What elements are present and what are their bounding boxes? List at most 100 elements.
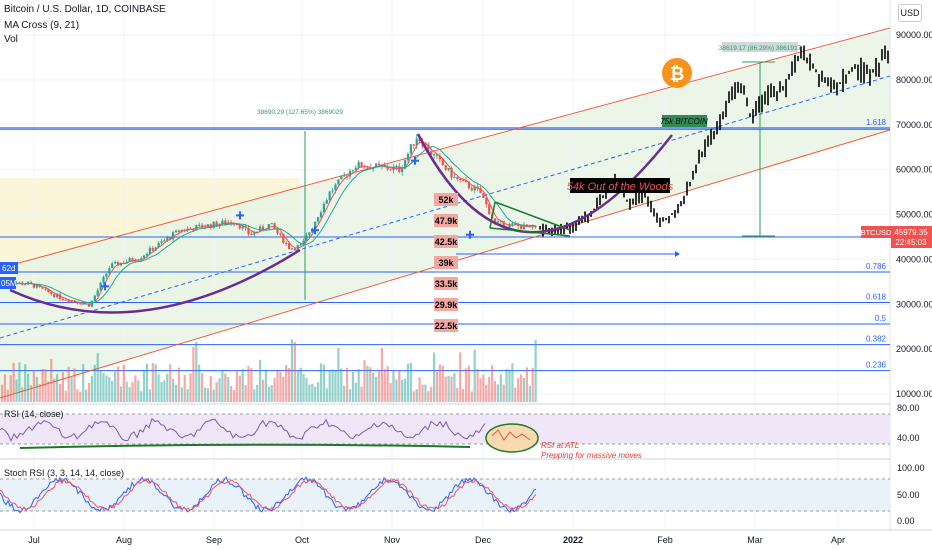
volume-bar xyxy=(203,387,207,402)
volume-bar xyxy=(517,378,520,402)
candle-body xyxy=(325,200,328,204)
volume-bar xyxy=(279,372,282,402)
candle-body xyxy=(479,188,482,194)
candle-body xyxy=(285,243,288,245)
left-label-a: 62d xyxy=(2,264,15,273)
candle-body xyxy=(18,282,21,284)
volume-bar xyxy=(520,374,523,402)
candle-body xyxy=(322,203,325,213)
candle-body xyxy=(44,288,47,290)
rsi-line xyxy=(0,417,486,443)
left-label-b-bg xyxy=(0,277,16,289)
candle-body xyxy=(473,186,476,191)
candle-body xyxy=(317,217,320,222)
volume-bar xyxy=(375,376,378,402)
candle-body xyxy=(302,240,305,245)
support-label-bg xyxy=(434,214,458,227)
candle-body xyxy=(444,165,447,170)
volume-bar xyxy=(201,373,204,402)
volume-bar xyxy=(363,360,366,402)
target-75k-label: 75k BITCOIN xyxy=(660,117,708,126)
volume-bar xyxy=(177,367,180,402)
volume-bar xyxy=(366,365,369,402)
volume-bar xyxy=(93,365,96,402)
candle-body xyxy=(143,255,146,259)
volume-bar xyxy=(145,363,149,402)
volume-bar xyxy=(395,379,398,402)
volume-bar xyxy=(166,373,169,402)
volume-bar xyxy=(151,363,154,402)
candle-body xyxy=(406,153,410,161)
candle-body xyxy=(270,223,273,225)
candle-body xyxy=(511,223,514,225)
volume-bar xyxy=(212,389,215,402)
time-label: Dec xyxy=(475,535,492,545)
rsi-level-80: 80.00 xyxy=(897,403,920,413)
volume-bar xyxy=(143,370,146,402)
volume-bar xyxy=(369,367,372,402)
price-axis-labels: 90000.00 80000.00 70000.00 60000.00 50000.00… xyxy=(896,30,932,399)
time-label: Aug xyxy=(116,535,132,545)
candle-body xyxy=(482,193,485,199)
volume-legend: Vol xyxy=(4,34,18,45)
candle-body xyxy=(198,224,201,226)
volume-bar xyxy=(496,384,499,402)
candle-body xyxy=(363,167,366,169)
volume-bar xyxy=(163,380,166,402)
volume-bar xyxy=(261,380,265,402)
candle-body xyxy=(256,231,259,233)
volume-bar xyxy=(459,352,462,402)
candle-body xyxy=(409,144,412,154)
volume-bar xyxy=(357,369,360,402)
volume-bar xyxy=(421,384,424,402)
volume-bar xyxy=(462,388,465,402)
measure-label-1: 38690.29 (127.65%) 3869029 xyxy=(257,109,343,116)
volume-bar xyxy=(441,365,444,402)
candle-body xyxy=(499,220,502,222)
volume-bar xyxy=(137,380,140,402)
volume-bar xyxy=(114,371,117,402)
volume-bar xyxy=(499,374,502,402)
volume-bar xyxy=(427,391,430,402)
candle-body xyxy=(290,248,294,250)
candle-body xyxy=(514,223,517,225)
rsi-title: RSI (14, close) xyxy=(4,409,64,419)
volume-bar xyxy=(456,387,459,402)
candle-body xyxy=(520,225,523,230)
candle-body xyxy=(389,169,392,171)
volume-bar xyxy=(299,367,302,402)
volume-bar xyxy=(505,368,508,402)
measure-label-2: 38619.17 (86.29%) 3861917 xyxy=(719,45,802,52)
candle-body xyxy=(221,220,224,225)
candle-body xyxy=(485,198,488,205)
volume-bar xyxy=(21,387,24,402)
time-label: Oct xyxy=(295,535,310,545)
candle-body xyxy=(157,242,160,248)
volume-bar xyxy=(183,374,186,402)
left-label-b: 05M xyxy=(1,279,17,288)
volume-bar xyxy=(514,387,517,402)
volume-bar xyxy=(325,388,328,402)
candle-body xyxy=(438,155,441,160)
time-label: Mar xyxy=(747,535,763,545)
candle-body xyxy=(488,204,491,215)
volume-bar xyxy=(282,376,285,402)
candle-body xyxy=(279,233,282,235)
candle-body xyxy=(76,301,79,304)
time-label: Nov xyxy=(384,535,401,545)
volume-bar xyxy=(32,371,35,402)
fib-label: 0.618 xyxy=(866,292,887,301)
wedge xyxy=(489,201,571,237)
volume-bar xyxy=(464,368,468,402)
time-label: Feb xyxy=(657,535,673,545)
candle-body xyxy=(435,154,439,156)
candle-body xyxy=(430,151,433,155)
volume-bar xyxy=(9,375,12,402)
volume-bar xyxy=(235,370,238,402)
volume-bar xyxy=(41,369,44,402)
rsi-note-1: RSI at ATL xyxy=(541,441,579,450)
candle-body xyxy=(111,263,114,269)
currency-button[interactable]: USD xyxy=(898,4,922,22)
candle-body xyxy=(375,163,378,168)
